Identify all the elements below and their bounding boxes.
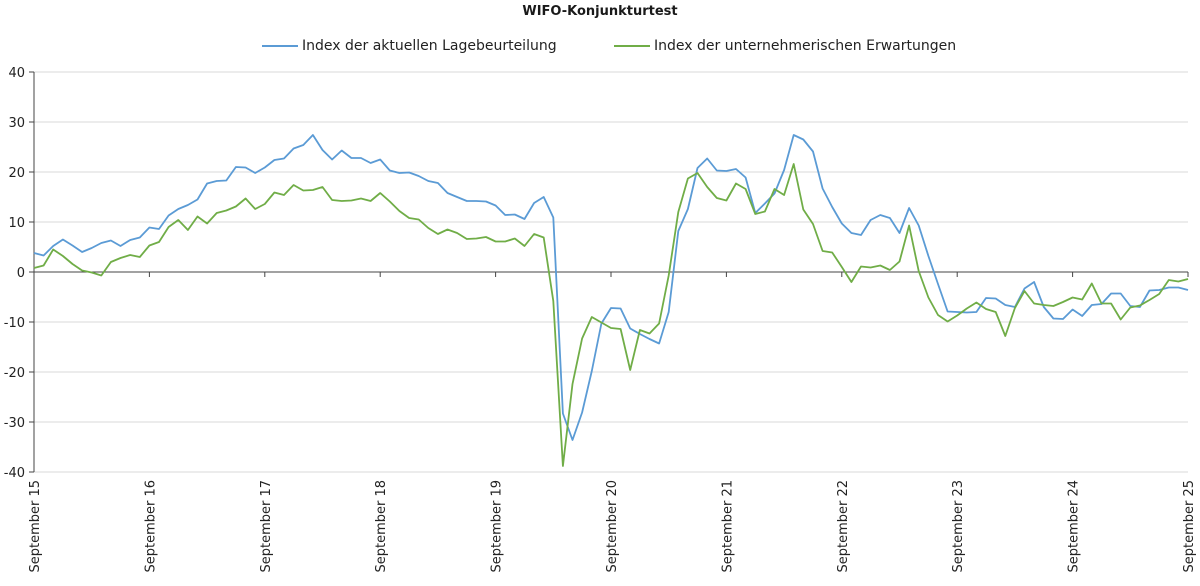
y-tick-label: -40 (4, 466, 25, 481)
y-tick-label: -20 (4, 366, 25, 381)
x-tick-label: September 22 (836, 480, 851, 573)
series-line-lagebeurteilung (33, 134, 1189, 441)
y-tick-label: -10 (4, 316, 25, 331)
legend: Index der aktuellen Lagebeurteilung Inde… (0, 38, 1200, 58)
x-tick-label: September 17 (259, 480, 274, 573)
x-axis: September 15 September 16 September 17 Sept… (28, 271, 1197, 573)
y-tick-label: 20 (8, 166, 25, 181)
y-tick-label: 40 (8, 66, 25, 81)
gridlines (34, 71, 1188, 473)
x-tick-label: September 21 (720, 480, 735, 573)
series-line-erwartungen (33, 163, 1189, 467)
y-tick-label: 30 (8, 116, 25, 131)
x-tick-label: September 23 (951, 480, 966, 573)
legend-label-lagebeurteilung: Index der aktuellen Lagebeurteilung (302, 38, 557, 54)
x-tick-label: September 15 (28, 480, 43, 573)
x-tick-label: September 20 (605, 480, 620, 573)
legend-swatch-lagebeurteilung (262, 45, 298, 47)
x-tick-label: September 16 (143, 480, 158, 573)
x-tick-label: September 24 (1067, 480, 1082, 573)
series-lines (33, 134, 1189, 467)
y-tick-label: 10 (8, 216, 25, 231)
x-tick-label: September 18 (374, 480, 389, 573)
legend-swatch-erwartungen (614, 45, 650, 47)
legend-item-erwartungen: Index der unternehmerischen Erwartungen (614, 38, 956, 54)
x-tick-label: September 25 (1182, 480, 1197, 573)
chart-title: WIFO-Konjunkturtest (522, 4, 678, 19)
y-tick-label: 0 (17, 266, 25, 281)
legend-label-erwartungen: Index der unternehmerischen Erwartungen (654, 38, 957, 54)
y-axis: 40 30 20 10 0 -10 -20 -30 -40 (4, 66, 35, 481)
x-tick-label: September 19 (490, 480, 505, 573)
legend-item-lagebeurteilung: Index der aktuellen Lagebeurteilung (262, 38, 557, 54)
y-tick-label: -30 (4, 416, 25, 431)
